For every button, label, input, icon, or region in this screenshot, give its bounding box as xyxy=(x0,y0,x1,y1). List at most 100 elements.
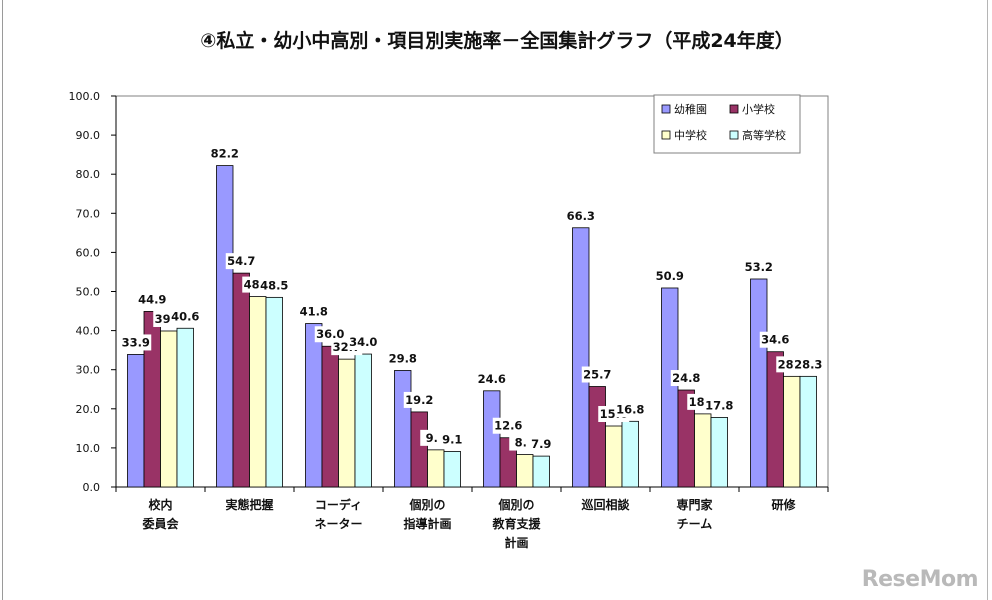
y-tick-label: 40.0 xyxy=(76,325,101,338)
data-label: 7.9 xyxy=(531,437,551,451)
bar xyxy=(710,417,728,488)
data-label-bg xyxy=(792,356,824,373)
data-label: 24.8 xyxy=(672,371,700,385)
bar xyxy=(661,287,679,488)
watermark-logo: ReseMom xyxy=(861,567,979,592)
bar xyxy=(532,455,550,488)
data-label: 29.8 xyxy=(389,351,417,365)
bar xyxy=(249,296,267,488)
data-label: 41.8 xyxy=(300,305,328,319)
data-label: 12.6 xyxy=(494,419,522,433)
data-label: 33.9 xyxy=(122,335,150,349)
x-category-label: 研修 xyxy=(771,497,796,512)
y-tick-label: 70.0 xyxy=(76,207,101,220)
y-axis: 0.0 10.0 20.0 30.0 40.0 50.0 60.0 70.0 80.0 90.0 1… xyxy=(69,90,117,494)
bar xyxy=(783,375,801,488)
data-label: 50.9 xyxy=(656,269,684,283)
data-label: 25.7 xyxy=(583,368,611,382)
data-label-bg xyxy=(436,431,468,448)
data-label: 24.6 xyxy=(478,372,506,386)
bar xyxy=(799,375,817,488)
bar xyxy=(394,370,412,488)
data-label: 66.3 xyxy=(567,209,595,223)
bar xyxy=(232,272,250,488)
data-label-bg xyxy=(120,334,152,351)
data-label: 36.0 xyxy=(316,327,344,341)
y-tick-label: 30.0 xyxy=(76,364,101,377)
data-label-bg xyxy=(258,277,290,294)
bar xyxy=(410,411,428,488)
data-label: 34.6 xyxy=(761,333,789,347)
bar xyxy=(354,353,372,488)
data-label-bg xyxy=(492,417,524,434)
data-label-bg xyxy=(654,267,686,284)
bar xyxy=(605,425,623,488)
data-label-bg xyxy=(403,391,435,408)
bar xyxy=(160,330,178,488)
data-label: 16.8 xyxy=(616,402,644,416)
bar xyxy=(176,327,194,488)
data-label: 44.9 xyxy=(138,292,166,306)
data-label: 34.0 xyxy=(349,335,377,349)
bar xyxy=(750,278,768,488)
data-label-bg xyxy=(565,207,597,224)
x-category-label: 実態把握 xyxy=(225,497,273,512)
data-label-bg xyxy=(209,145,241,162)
data-label-bg xyxy=(581,366,613,383)
x-category-label: 巡回相談 xyxy=(581,497,630,512)
bar xyxy=(427,449,445,488)
data-label: 82.2 xyxy=(211,147,239,161)
y-tick-label: 0.0 xyxy=(83,481,101,494)
data-label-bg xyxy=(703,397,735,414)
legend-label: 中学校 xyxy=(674,128,707,142)
legend-swatch xyxy=(661,104,671,114)
y-tick-label: 60.0 xyxy=(76,246,101,259)
legend-label: 小学校 xyxy=(742,102,775,116)
bars xyxy=(127,165,817,488)
bar xyxy=(338,358,356,488)
bar xyxy=(483,390,501,488)
data-label: 53.2 xyxy=(745,260,773,274)
data-label-bg xyxy=(347,334,379,351)
x-category-label: コーディネーター xyxy=(314,497,362,531)
data-label-bg xyxy=(136,291,168,308)
legend-label: 幼稚園 xyxy=(674,103,707,116)
data-label: 17.8 xyxy=(705,398,733,412)
data-label: 9.1 xyxy=(442,432,462,446)
bar xyxy=(321,345,339,488)
bar xyxy=(572,227,590,488)
legend-box xyxy=(653,94,801,154)
bar xyxy=(216,165,234,488)
y-tick-label: 10.0 xyxy=(76,442,101,455)
data-label-bg xyxy=(169,308,201,325)
bar xyxy=(621,420,639,488)
x-category-label: 専門家チーム xyxy=(676,497,713,531)
legend-swatch xyxy=(729,130,739,140)
y-tick-label: 80.0 xyxy=(76,168,101,181)
y-tick-label: 100.0 xyxy=(69,90,101,103)
data-label: 54.7 xyxy=(227,254,255,268)
x-axis: 校内委員会 実態把握 コーディネーター 個別の指導計画 個別の教育支援計画 巡回相談 専門家… xyxy=(115,486,829,550)
y-tick-label: 50.0 xyxy=(76,286,101,299)
bar xyxy=(516,454,534,488)
bar xyxy=(127,354,145,488)
y-tick-label: 90.0 xyxy=(76,129,101,142)
bar xyxy=(305,323,323,488)
bar xyxy=(694,413,712,488)
frame-right-border xyxy=(987,0,988,600)
frame-left-border xyxy=(2,0,3,600)
data-label: 48.5 xyxy=(260,278,288,292)
data-label: 40.6 xyxy=(171,309,199,323)
data-label: 28.3 xyxy=(794,357,822,371)
data-label-bg xyxy=(476,370,508,387)
data-label-bg xyxy=(387,350,419,367)
data-labels: 33.9 82.2 41.8 29.8 24.6 66.3 50.9 53.2 44.9 54.7… xyxy=(120,145,824,453)
legend-swatch xyxy=(661,130,671,140)
bar xyxy=(443,451,461,488)
x-category-label: 校内委員会 xyxy=(141,497,179,531)
data-label-bg xyxy=(743,258,775,275)
x-category-label: 個別の教育支援計画 xyxy=(491,497,541,550)
legend-swatch xyxy=(729,104,739,114)
